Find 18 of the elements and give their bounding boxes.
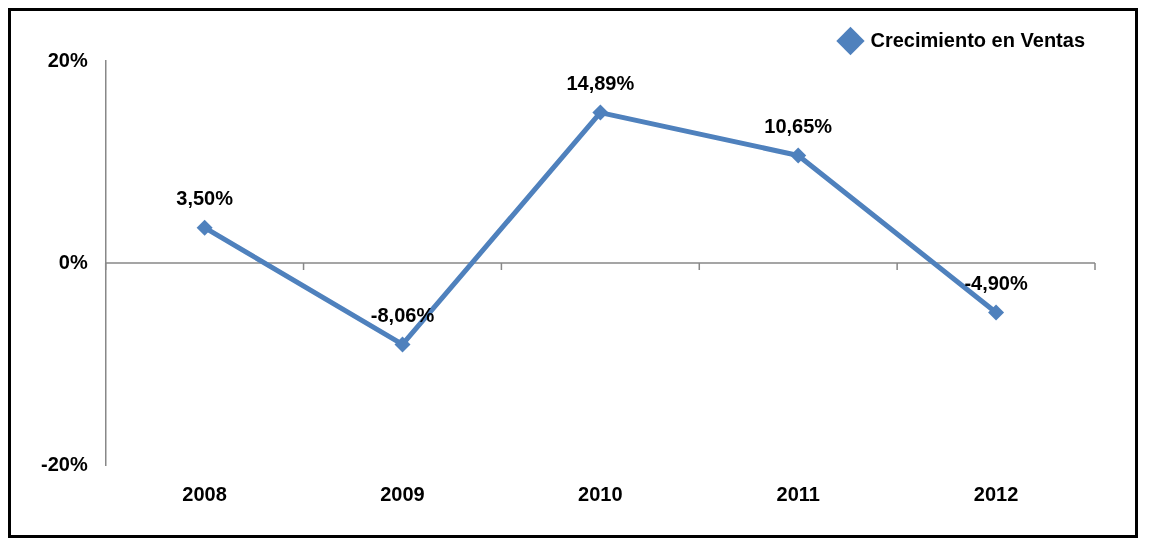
point [988, 304, 1005, 321]
data-label: 10,65% [764, 114, 833, 137]
y-tick-label: 20% [47, 48, 88, 71]
x-tick-label: 2008 [182, 482, 227, 505]
x-tick-label: 2010 [578, 482, 623, 505]
point [394, 336, 411, 353]
legend-label: Crecimiento en Ventas [870, 28, 1086, 51]
data-label: -4,90% [964, 272, 1028, 295]
data-label: 3,50% [176, 187, 234, 210]
y-tick-label: -20% [40, 452, 88, 475]
point [196, 219, 213, 236]
point [790, 147, 807, 164]
x-tick-label: 2012 [973, 482, 1019, 505]
x-tick-label: 2009 [380, 482, 425, 505]
data-label: 14,89% [566, 72, 635, 95]
x-tick-label: 2011 [776, 482, 820, 505]
point [592, 104, 609, 121]
y-tick-label: 0% [58, 250, 88, 273]
